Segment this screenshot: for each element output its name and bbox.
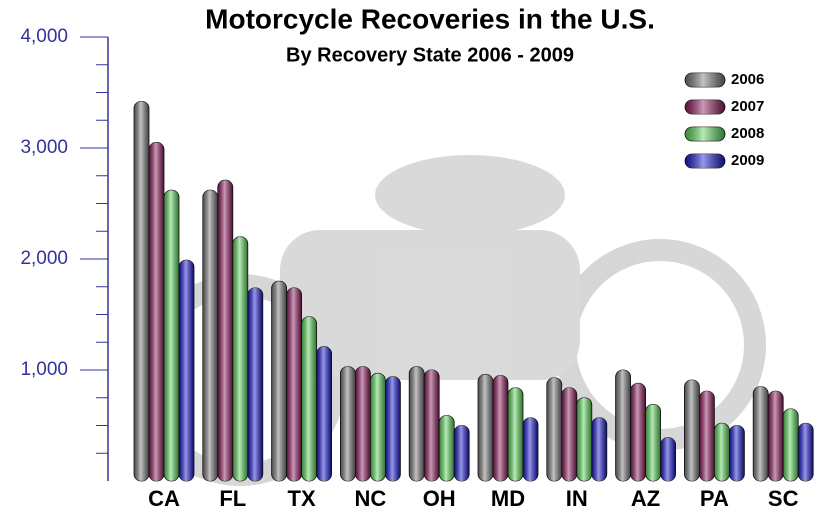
bar (660, 437, 676, 482)
bar (645, 404, 661, 482)
bar (576, 397, 593, 482)
chart-title: Motorcycle Recoveries in the U.S. (205, 3, 655, 34)
x-tick-label: OH (423, 486, 456, 511)
legend-swatch-shine (685, 100, 725, 114)
bar (477, 374, 494, 482)
bar (247, 287, 264, 482)
y-tick-label: 3,000 (20, 137, 68, 158)
bar (615, 369, 631, 482)
bar (699, 390, 715, 482)
y-tick-label: 4,000 (20, 26, 68, 47)
bar (408, 366, 425, 482)
bar (729, 425, 745, 482)
bar (133, 100, 150, 482)
bar (369, 372, 386, 482)
bar (561, 387, 578, 482)
bar (271, 280, 288, 482)
x-tick-label: TX (288, 486, 316, 511)
bar (202, 189, 219, 482)
bar (767, 390, 784, 482)
bar (507, 387, 524, 482)
bar (316, 346, 333, 482)
x-tick-label: NC (355, 486, 387, 511)
bar (684, 379, 700, 482)
bar (438, 415, 455, 482)
bar (782, 408, 799, 482)
y-tick-label: 1,000 (20, 359, 68, 380)
bar (714, 422, 730, 482)
legend-label: 2008 (731, 125, 764, 142)
bar (797, 422, 814, 482)
bar (286, 287, 303, 482)
bar (148, 142, 165, 482)
bar (354, 366, 371, 482)
bar (492, 375, 509, 482)
legend-swatch-shine (685, 127, 725, 141)
bar (163, 189, 180, 482)
y-tick-label: 2,000 (20, 248, 68, 269)
bar (178, 259, 195, 482)
legend-label: 2006 (731, 71, 764, 88)
bar (453, 425, 470, 482)
x-tick-label: FL (219, 486, 246, 511)
bar (630, 382, 646, 482)
bar (232, 236, 249, 482)
x-tick-label: PA (700, 486, 729, 511)
chart-subtitle: By Recovery State 2006 - 2009 (286, 44, 574, 66)
x-tick-label: AZ (631, 486, 660, 511)
bar (384, 376, 401, 482)
bar (301, 316, 318, 482)
bar (546, 377, 563, 482)
bar (522, 417, 539, 482)
legend-label: 2007 (731, 98, 764, 115)
legend-label: 2009 (731, 152, 764, 169)
x-tick-label: MD (491, 486, 525, 511)
bar (591, 417, 608, 482)
legend-swatch-shine (685, 73, 725, 87)
x-tick-label: CA (148, 486, 180, 511)
bar (423, 369, 440, 482)
legend-swatch-shine (685, 154, 725, 168)
bar (339, 366, 356, 482)
x-tick-label: IN (566, 486, 588, 511)
bar (752, 386, 769, 482)
x-tick-label: SC (768, 486, 799, 511)
bar (217, 179, 234, 482)
